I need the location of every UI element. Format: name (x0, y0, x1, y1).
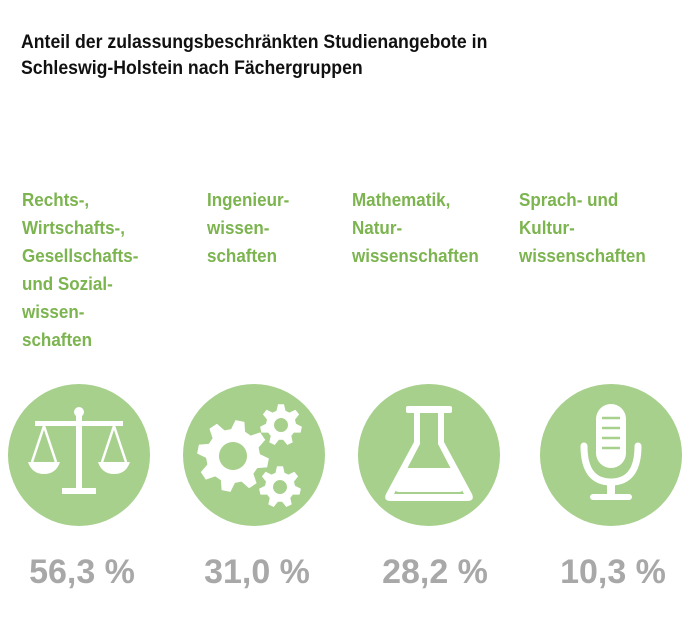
category-circle (8, 384, 150, 526)
value-label: 10,3 % (560, 553, 666, 591)
scales-icon (28, 407, 130, 494)
value-label: 28,2 % (382, 553, 488, 591)
category-label: Rechts-, Wirtschafts-, Gesellschafts- un… (22, 189, 139, 350)
microphone-icon (580, 404, 642, 500)
category-label: Sprach- und Kultur- wissenschaften (519, 189, 646, 266)
chart-title: Anteil der zulassungsbeschränkten Studie… (21, 32, 488, 79)
category-circle (540, 384, 682, 526)
value-label: 56,3 % (29, 553, 135, 591)
gears-icon (197, 404, 302, 507)
category-label: Ingenieur- wissen- schaften (207, 189, 290, 266)
value-label: 31,0 % (204, 553, 310, 591)
category-circle (183, 384, 325, 526)
flask-icon (385, 406, 473, 501)
category-label: Mathematik, Natur- wissenschaften (352, 189, 479, 266)
category-circle (358, 384, 500, 526)
